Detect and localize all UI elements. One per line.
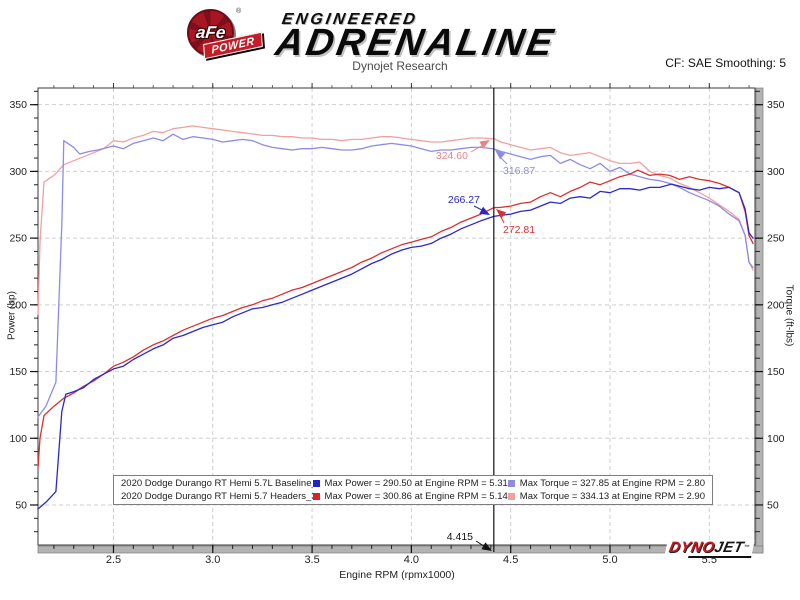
cursor-value-headers_power: 272.81 — [503, 224, 535, 236]
x-tick-label: 5.0 — [602, 554, 617, 566]
power-swatch-headers — [312, 493, 320, 500]
y-tick-label-left: 100 — [9, 433, 27, 445]
plot-area — [38, 88, 755, 545]
legend-max-power: Max Power = 290.50 at Engine RPM = 5.31 — [324, 478, 508, 489]
dynojet-logo-dyno: DYNO — [667, 539, 717, 556]
cursor-value-baseline_power: 266.27 — [448, 194, 480, 206]
legend-row-baseline: 2020 Dodge Durango RT Hemi 5.7L Baseline… — [114, 477, 712, 490]
report-subtitle: Dynojet Research — [352, 59, 448, 73]
bottom-frame-bar — [37, 545, 764, 554]
x-tick-label: 4.5 — [503, 554, 518, 566]
torque-swatch-headers — [507, 493, 515, 500]
y-tick-label-left: 350 — [9, 99, 27, 111]
y-tick-label-right: 350 — [767, 99, 785, 111]
y-tick-label-left: 200 — [9, 299, 27, 311]
y-tick-label-left: 50 — [15, 499, 27, 511]
x-tick-label: 3.0 — [205, 554, 220, 566]
y-tick-label-right: 150 — [767, 366, 785, 378]
legend-max-torque: Max Torque = 334.13 at Engine RPM = 2.90 — [519, 491, 705, 502]
plot-border — [37, 87, 756, 546]
correction-smoothing-info: CF: SAE Smoothing: 5 — [665, 56, 786, 70]
y-tick-label-left: 150 — [9, 366, 27, 378]
legend-run-name: 2020 Dodge Durango RT Hemi 5.7L Baseline… — [121, 478, 313, 489]
cursor-callout-line — [470, 144, 484, 153]
registered-trademark-symbol: ® — [236, 8, 242, 15]
torque-swatch-baseline — [507, 480, 515, 487]
y-tick-label-right: 200 — [767, 299, 785, 311]
cursor-rpm-arrow — [481, 542, 492, 551]
power-swatch-baseline — [312, 480, 320, 487]
y-tick-label-right: 300 — [767, 166, 785, 178]
y-tick-label-left: 300 — [9, 166, 27, 178]
x-tick-label: 2.5 — [106, 554, 121, 566]
trademark-symbol: ™ — [742, 545, 751, 551]
x-axis-title: Engine RPM (rpmx1000) — [339, 569, 455, 581]
x-tick-label: 3.5 — [304, 554, 319, 566]
x-tick-label: 4.0 — [404, 554, 419, 566]
dynojet-logo-jet: JET — [712, 539, 746, 556]
cursor-value-baseline_torque: 316.87 — [503, 165, 535, 177]
curve-headers_torque — [37, 125, 754, 315]
cursor-arrow-headers_torque — [479, 140, 490, 149]
cursor-arrow-baseline_torque — [495, 150, 506, 160]
y-tick-label-right: 250 — [767, 233, 785, 245]
cursor-value-headers_torque: 324.60 — [436, 150, 468, 162]
curve-headers_power — [37, 169, 754, 469]
curve-baseline_torque — [37, 133, 754, 418]
cursor-arrow-baseline_power — [479, 206, 490, 215]
left-axis-title: Power (hp) — [6, 291, 18, 340]
legend-run-name: 2020 Dodge Durango RT Hemi 5.7 Headers_3… — [121, 491, 313, 502]
legend-max-torque: Max Torque = 327.85 at Engine RPM = 2.80 — [519, 478, 705, 489]
y-tick-label-right: 100 — [767, 433, 785, 445]
legend-max-power: Max Power = 300.86 at Engine RPM = 5.14 — [324, 491, 508, 502]
cursor-rpm-label: 4.415 — [447, 531, 473, 543]
y-tick-label-left: 250 — [9, 233, 27, 245]
chart-legend: 2020 Dodge Durango RT Hemi 5.7L Baseline… — [113, 475, 713, 505]
legend-row-headers: 2020 Dodge Durango RT Hemi 5.7 Headers_3… — [114, 490, 712, 503]
cursor-arrow-headers_power — [496, 209, 507, 219]
dynojet-logo: DYNOJET™ — [664, 539, 755, 557]
right-axis-title: Torque (ft-lbs) — [783, 284, 795, 347]
y-tick-label-right: 50 — [767, 499, 779, 511]
curve-baseline_power — [37, 183, 754, 510]
